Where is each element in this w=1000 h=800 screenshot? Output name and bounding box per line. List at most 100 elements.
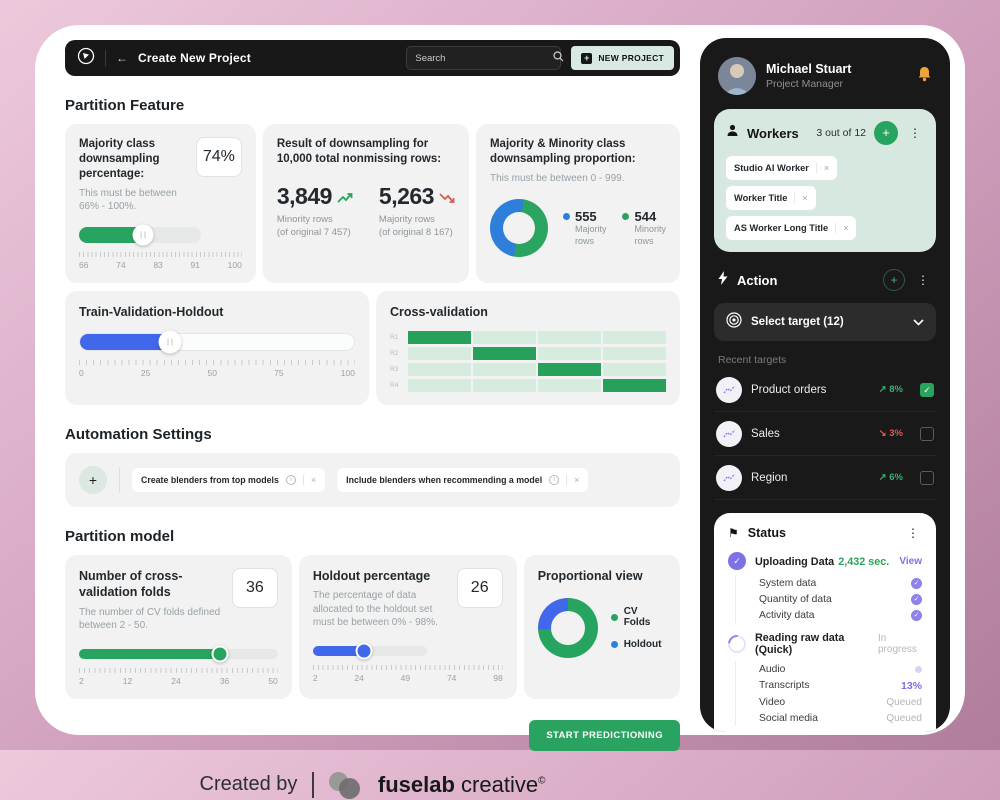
add-worker-button[interactable]: + bbox=[874, 121, 898, 145]
target-row-sales[interactable]: Sales ↘ 3% bbox=[714, 412, 936, 456]
worker-chip[interactable]: Studio AI Worker × bbox=[726, 156, 838, 180]
search-box[interactable] bbox=[406, 46, 564, 70]
stat-label: Minority rows bbox=[276, 213, 333, 225]
status-title: Status bbox=[747, 526, 786, 540]
card-hint: This must be between 0 - 999. bbox=[489, 172, 625, 184]
item-pending-dot bbox=[915, 665, 922, 673]
add-action-button[interactable]: + bbox=[883, 269, 905, 291]
chart-squiggle-icon bbox=[716, 464, 742, 491]
tick-label: 75 bbox=[274, 368, 284, 379]
remove-chip-icon[interactable]: × bbox=[310, 475, 317, 486]
holdout-slider[interactable] bbox=[312, 642, 427, 660]
downsampling-slider[interactable] bbox=[79, 224, 202, 246]
item-check-icon: ✓ bbox=[911, 609, 922, 621]
downsampling-proportion-card: Majority & Minority class downsampling p… bbox=[475, 124, 680, 283]
action-bolt-icon bbox=[718, 270, 728, 290]
group-state: In progress bbox=[877, 633, 917, 655]
search-input[interactable] bbox=[415, 52, 548, 64]
profile-header: Michael Stuart Project Manager bbox=[714, 53, 936, 109]
remove-chip-icon[interactable]: × bbox=[574, 475, 580, 486]
view-link[interactable]: View bbox=[899, 555, 922, 567]
slider-handle[interactable] bbox=[132, 224, 153, 246]
validation-cards: Train-Validation-Holdout 0 25 50 75 100 bbox=[65, 290, 680, 406]
search-icon[interactable] bbox=[553, 49, 564, 67]
legend-cv-folds: CV Folds bbox=[610, 606, 666, 628]
proportion-donut-chart bbox=[489, 199, 548, 258]
target-checkbox-unchecked[interactable] bbox=[920, 470, 934, 485]
cv-row-label: R4 bbox=[390, 382, 399, 390]
stat-value: 5,263 bbox=[378, 182, 435, 209]
select-target-dropdown[interactable]: Select target (12) bbox=[714, 303, 936, 341]
plus-icon: + bbox=[581, 52, 593, 64]
train-validation-holdout-card: Train-Validation-Holdout 0 25 50 75 100 bbox=[65, 290, 369, 406]
remove-worker-icon[interactable]: × bbox=[835, 223, 848, 233]
info-icon[interactable]: i bbox=[285, 475, 296, 486]
holdout-value-input[interactable]: 26 bbox=[456, 568, 503, 609]
add-setting-button[interactable]: + bbox=[79, 466, 107, 495]
workers-menu-icon[interactable]: ⋮ bbox=[906, 126, 924, 140]
target-trend: ↗ 8% bbox=[878, 384, 903, 395]
status-item: System data ✓ bbox=[757, 575, 924, 591]
tick-label: 2 bbox=[79, 675, 84, 686]
slider-handle[interactable] bbox=[211, 645, 229, 663]
downsampling-value-input[interactable]: 74% bbox=[195, 137, 242, 177]
chip-label: Include blenders when recommending a mod… bbox=[346, 475, 543, 486]
tick-label: 74 bbox=[116, 259, 126, 270]
chart-squiggle-icon bbox=[716, 376, 742, 403]
start-predictioning-button[interactable]: START PREDICTIONING bbox=[529, 719, 680, 751]
stat-value: 3,849 bbox=[276, 182, 333, 209]
cv-row-label: R2 bbox=[390, 350, 399, 358]
worker-chip[interactable]: AS Worker Long Title × bbox=[726, 216, 857, 240]
slider-fill bbox=[80, 334, 171, 351]
target-name: Region bbox=[751, 471, 788, 484]
slider-ruler: 0 25 50 75 100 bbox=[79, 360, 355, 378]
chevron-down-icon bbox=[913, 313, 924, 331]
info-icon[interactable]: i bbox=[549, 475, 560, 486]
tick-label: 49 bbox=[400, 672, 411, 683]
footer-divider bbox=[312, 771, 314, 798]
stat-sublabel: (of original 8 167) bbox=[378, 226, 453, 238]
back-button[interactable]: ← bbox=[116, 51, 128, 65]
cv-row-label: R3 bbox=[390, 366, 399, 374]
status-group-eda: Exploratory Data Analysis In progress Gr… bbox=[726, 731, 924, 732]
action-menu-icon[interactable]: ⋮ bbox=[914, 273, 932, 287]
legend-dot-green bbox=[622, 213, 630, 221]
target-checkbox-checked[interactable]: ✓ bbox=[920, 382, 934, 397]
automation-chip[interactable]: Create blenders from top models i × bbox=[132, 468, 326, 493]
worker-chip[interactable]: Worker Title × bbox=[726, 186, 816, 210]
progress-spinner-icon bbox=[724, 631, 750, 657]
card-title: Proportional view bbox=[537, 569, 643, 584]
remove-worker-icon[interactable]: × bbox=[794, 193, 808, 203]
card-title: Number of cross-validation folds bbox=[79, 569, 183, 600]
cross-validation-chart: R1 R2 R3 R4 bbox=[390, 331, 666, 393]
tick-label: 91 bbox=[190, 259, 200, 270]
proportional-donut-chart bbox=[537, 598, 598, 659]
remove-worker-icon[interactable]: × bbox=[815, 163, 829, 173]
target-checkbox-unchecked[interactable] bbox=[920, 426, 934, 441]
avatar[interactable] bbox=[718, 57, 756, 95]
cv-folds-value-input[interactable]: 36 bbox=[231, 568, 278, 609]
legend-dot-blue bbox=[610, 641, 618, 649]
cv-folds-slider[interactable] bbox=[79, 645, 278, 663]
target-row-product-orders[interactable]: Product orders ↗ 8% ✓ bbox=[714, 368, 936, 412]
topbar-divider bbox=[105, 50, 106, 66]
slider-ruler: 2 12 24 36 50 bbox=[79, 667, 278, 686]
slider-handle[interactable] bbox=[158, 330, 182, 354]
tick-label: 98 bbox=[493, 672, 503, 683]
tick-label: 74 bbox=[446, 672, 457, 683]
target-name: Sales bbox=[751, 427, 780, 440]
new-project-button[interactable]: + NEW PROJECT bbox=[571, 46, 674, 70]
holdout-percentage-card: Holdout percentage The percentage of dat… bbox=[298, 555, 517, 699]
target-row-region[interactable]: Region ↗ 6% bbox=[714, 456, 936, 500]
tick-label: 2 bbox=[312, 672, 318, 683]
legend-value: 544 bbox=[634, 209, 657, 225]
top-navigation-bar: ← Create New Project + NEW PROJECT bbox=[65, 40, 680, 76]
panel-divider bbox=[119, 467, 120, 494]
tvh-slider[interactable] bbox=[79, 330, 355, 354]
tick-label: 24 bbox=[354, 672, 364, 683]
status-menu-icon[interactable]: ⋮ bbox=[904, 526, 922, 540]
automation-chip[interactable]: Include blenders when recommending a mod… bbox=[337, 468, 589, 493]
slider-handle[interactable] bbox=[355, 642, 373, 660]
notification-bell-icon[interactable] bbox=[917, 66, 932, 87]
select-target-label: Select target (12) bbox=[751, 316, 844, 328]
